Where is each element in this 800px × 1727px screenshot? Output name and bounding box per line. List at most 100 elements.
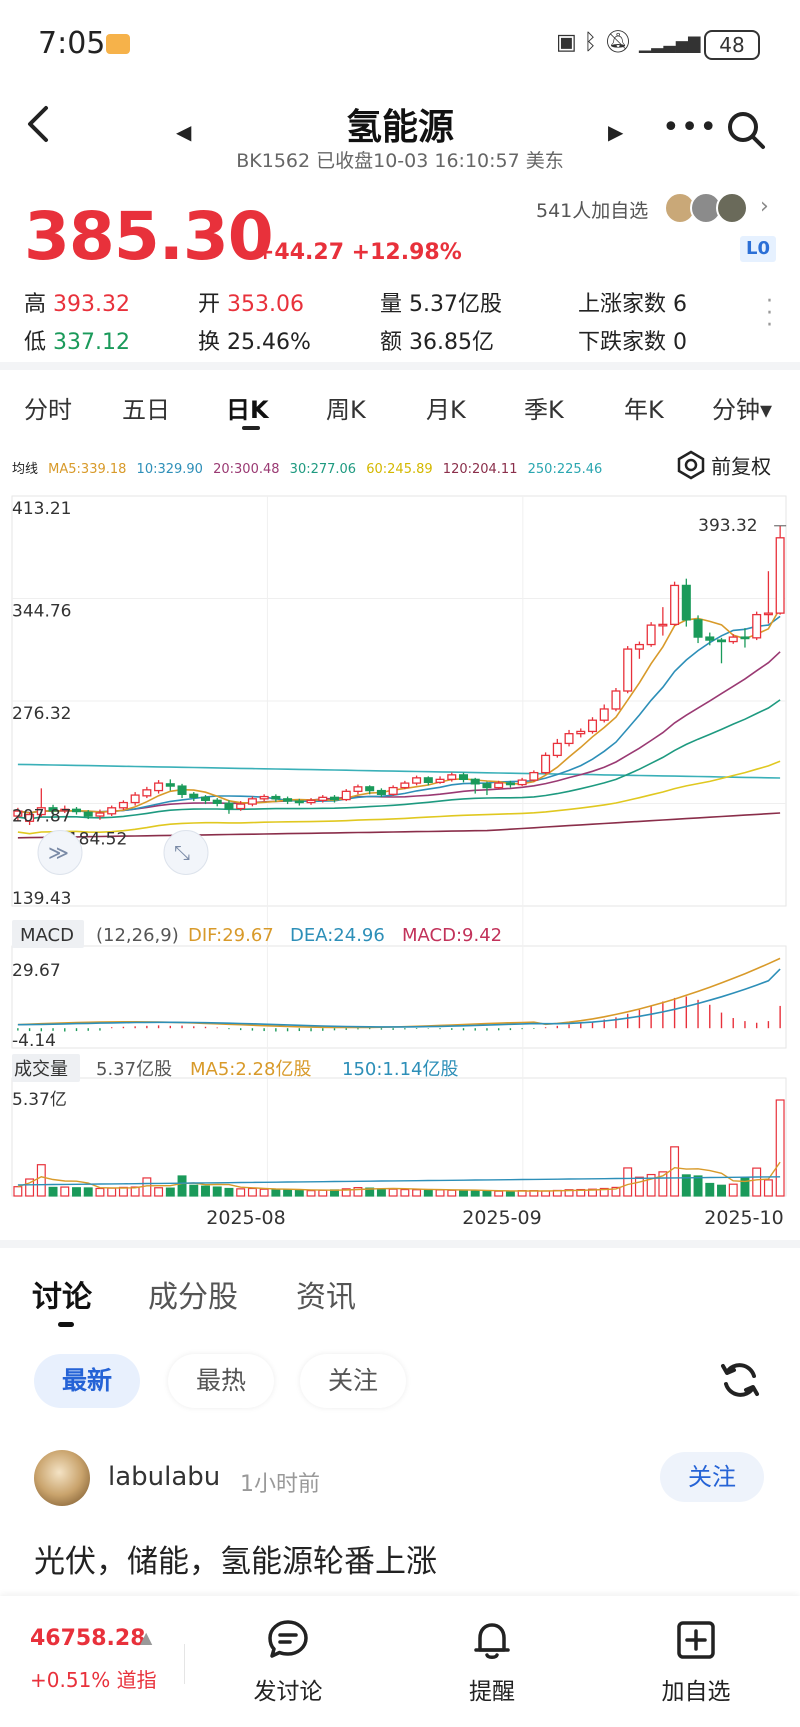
tab-period-6[interactable]: 年K (624, 396, 664, 424)
candle-body (552, 742, 562, 757)
volume-ma150-line (17, 1176, 781, 1186)
refresh-icon[interactable] (718, 1358, 762, 1402)
fullscreen-icon (163, 829, 209, 875)
kline-chart[interactable]: 413.21344.76276.32207.87139.43393.32←184… (0, 488, 800, 1240)
candle-body (60, 808, 70, 812)
candle-body (716, 639, 727, 643)
ma120-line (17, 812, 781, 839)
volume-bar (752, 1167, 762, 1197)
volume-ma5: MA5:2.28亿股 (190, 1059, 311, 1080)
bluetooth-icon: ᛒ (583, 30, 597, 55)
volume-bar (623, 1167, 633, 1197)
ma250-value: 250:225.46 (527, 462, 603, 477)
candle-body (435, 778, 445, 783)
candle-body (283, 798, 293, 802)
candle-body (564, 733, 574, 745)
volume-bar (341, 1188, 351, 1197)
candle-body (189, 793, 199, 798)
tab-period-2[interactable]: 日K (226, 396, 269, 424)
back-button[interactable] (24, 104, 52, 152)
tab-period-5[interactable]: 季K (524, 396, 564, 424)
ma30-line (17, 699, 781, 820)
divider (184, 1644, 185, 1684)
stat-amount: 额 36.85亿 (380, 330, 494, 355)
volume-bar (13, 1186, 23, 1197)
volume-bar (705, 1182, 715, 1197)
index-change[interactable]: +0.51% 道指 (30, 1668, 157, 1692)
candle-body (271, 795, 281, 800)
add-watchlist-button[interactable]: 加自选 (636, 1618, 756, 1706)
ma60-value: 60:245.89 (366, 462, 433, 477)
candle-body (412, 777, 422, 784)
candle-body (318, 796, 328, 801)
post-discussion-button[interactable]: 发讨论 (228, 1618, 348, 1706)
volume-bar (224, 1187, 234, 1197)
volume-bar (306, 1190, 316, 1197)
tab-discussion-2[interactable]: 资讯 (296, 1280, 356, 1315)
sort-chip-2[interactable]: 关注 (300, 1354, 406, 1408)
volume-bar (412, 1189, 422, 1197)
more-options-icon[interactable]: ••• (662, 110, 719, 145)
volume-bar (236, 1188, 246, 1197)
ma-legend: 均线 MA5:339.18 10:329.90 20:300.48 30:277… (12, 462, 603, 477)
candle-body (705, 636, 715, 641)
status-time: 7:05 (38, 26, 106, 61)
macd-params: (12,26,9) (96, 925, 179, 946)
candle-body (200, 796, 211, 801)
watchers-count[interactable]: 541人加自选 (536, 200, 649, 222)
volume-bar (165, 1187, 175, 1197)
alert-button[interactable]: 提醒 (432, 1618, 552, 1706)
volume-bar (283, 1189, 293, 1197)
tab-discussion-1[interactable]: 成分股 (148, 1280, 238, 1315)
volume-bar (717, 1184, 726, 1197)
candle-body (482, 783, 492, 789)
candle-body (494, 782, 504, 789)
volume-bar (189, 1184, 199, 1197)
volume-bar (25, 1178, 35, 1197)
tab-period-1[interactable]: 五日 (122, 396, 170, 424)
index-value[interactable]: 46758.28 (30, 1626, 146, 1651)
candle-body (341, 790, 351, 801)
volume-bar (130, 1186, 140, 1197)
market-status: BK1562 已收盘10-03 16:10:57 美东 (236, 150, 564, 172)
tab-period-4[interactable]: 月K (426, 396, 466, 424)
volume-bar (763, 1179, 773, 1197)
divider (0, 362, 800, 370)
candle-body (587, 719, 598, 733)
previous-sector-button[interactable]: ◀ (176, 120, 192, 144)
candle-body (212, 799, 222, 804)
quote-level-badge[interactable]: L0 (740, 236, 776, 262)
watcher-avatars[interactable] (664, 192, 754, 224)
candle-body (599, 708, 609, 721)
tab-period-7[interactable]: 分钟▾ (712, 396, 773, 424)
stats-more-icon[interactable]: · · · (766, 289, 773, 338)
volume-bar (447, 1189, 457, 1197)
tab-period-0[interactable]: 分时 (24, 396, 72, 424)
volume-bar (775, 1099, 785, 1197)
post-content[interactable]: 光伏，储能，氢能源轮番上涨 (34, 1544, 437, 1580)
next-sector-button[interactable]: ▶ (608, 120, 624, 144)
sort-chip-0[interactable]: 最新 (34, 1354, 140, 1408)
stat-up-count: 上涨家数 6 (578, 292, 688, 317)
sort-chip-1[interactable]: 最热 (168, 1354, 274, 1408)
follow-button[interactable]: 关注 (660, 1452, 764, 1502)
adjust-toggle[interactable]: 前复权 (676, 450, 771, 480)
candle-body (95, 812, 105, 817)
candle-body (71, 808, 82, 813)
candle-body (259, 795, 269, 800)
volume-bar (177, 1175, 187, 1197)
volume-bar (36, 1164, 46, 1197)
index-up-icon: ▲ (140, 1628, 153, 1647)
volume-bar (376, 1188, 386, 1197)
search-icon[interactable] (726, 110, 766, 150)
stat-open: 开 353.06 (198, 292, 304, 317)
volume-value: 5.37亿股 (96, 1059, 172, 1080)
avatar[interactable] (34, 1450, 90, 1506)
candle-body (517, 779, 527, 786)
post-username[interactable]: labulabu (108, 1462, 221, 1492)
candle-body (154, 782, 164, 792)
tab-discussion-0[interactable]: 讨论 (32, 1280, 92, 1315)
chevron-right-icon[interactable]: › (760, 194, 769, 219)
tab-period-3[interactable]: 周K (326, 396, 366, 424)
candle-body (470, 778, 480, 785)
